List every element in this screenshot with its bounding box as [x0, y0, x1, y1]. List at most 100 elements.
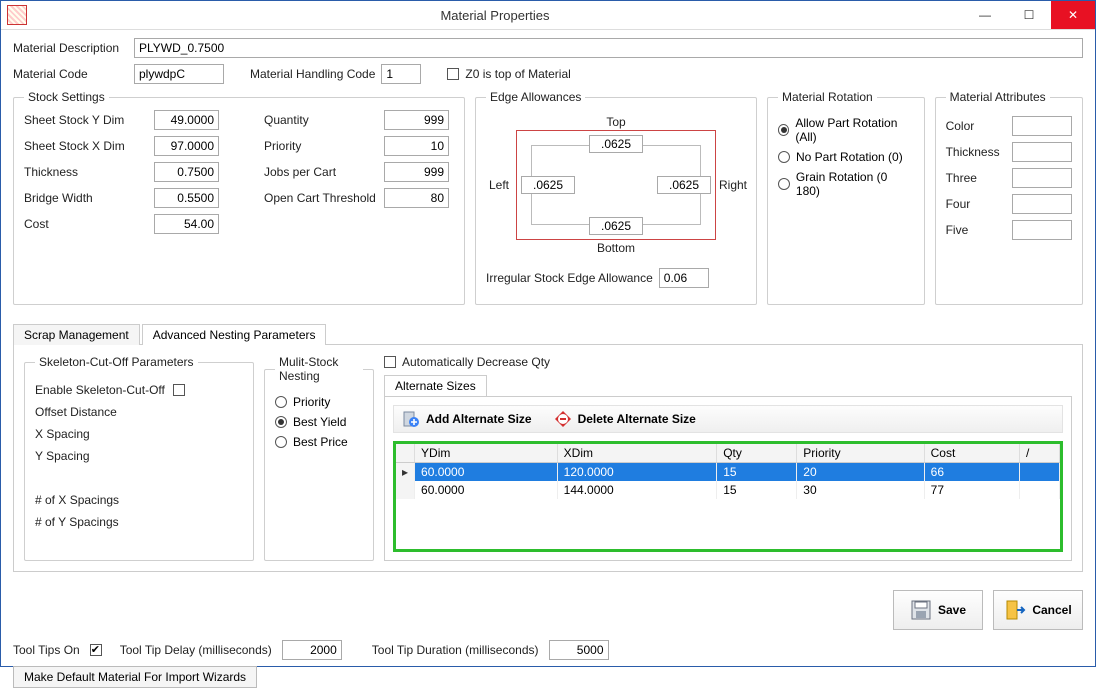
edge-top-label: Top	[606, 115, 625, 129]
delete-icon	[554, 410, 572, 428]
add-icon	[402, 410, 420, 428]
cancel-icon	[1004, 599, 1026, 621]
attr-thickness-input[interactable]	[1012, 142, 1072, 162]
thickness-input[interactable]	[154, 162, 219, 182]
minimize-button[interactable]: —	[963, 1, 1007, 29]
edge-allowances-legend: Edge Allowances	[486, 90, 585, 104]
irregular-allowance-label: Irregular Stock Edge Allowance	[486, 271, 653, 285]
xdim-input[interactable]	[154, 136, 219, 156]
material-attributes-legend: Material Attributes	[946, 90, 1050, 104]
titlebar: Material Properties — ☐ ✕	[1, 1, 1095, 30]
table-row[interactable]: ▸ 60.0000 120.0000 15 20 66	[396, 463, 1060, 482]
offset-distance-label: Offset Distance	[35, 405, 117, 419]
tab-scrap-management[interactable]: Scrap Management	[13, 324, 140, 345]
y-spacing-label: Y Spacing	[35, 449, 90, 463]
stock-settings-legend: Stock Settings	[24, 90, 109, 104]
alternate-sizes-table[interactable]: YDim XDim Qty Priority Cost / ▸ 60.00	[396, 444, 1060, 499]
tool-tip-delay-input[interactable]	[282, 640, 342, 660]
edge-left-label: Left	[489, 178, 509, 192]
radio-icon	[275, 416, 287, 428]
attr-four-input[interactable]	[1012, 194, 1072, 214]
close-button[interactable]: ✕	[1051, 1, 1095, 29]
attr-five-input[interactable]	[1012, 220, 1072, 240]
radio-icon	[275, 436, 287, 448]
attr-color-label: Color	[946, 119, 975, 133]
material-properties-window: Material Properties — ☐ ✕ Material Descr…	[0, 0, 1096, 667]
tool-tip-duration-input[interactable]	[549, 640, 609, 660]
auto-decrease-qty-checkbox[interactable]	[384, 356, 396, 368]
ydim-input[interactable]	[154, 110, 219, 130]
bridge-width-input[interactable]	[154, 188, 219, 208]
alternate-sizes-area: Automatically Decrease Qty Alternate Siz…	[384, 355, 1072, 561]
ydim-label: Sheet Stock Y Dim	[24, 113, 154, 127]
multi-best-price[interactable]: Best Price	[275, 435, 363, 449]
col-cost[interactable]: Cost	[924, 444, 1019, 463]
add-alternate-size-button[interactable]: Add Alternate Size	[426, 412, 532, 426]
attr-thickness-label: Thickness	[946, 145, 1000, 159]
maximize-button[interactable]: ☐	[1007, 1, 1051, 29]
xdim-label: Sheet Stock X Dim	[24, 139, 154, 153]
radio-icon	[778, 151, 790, 163]
cost-label: Cost	[24, 217, 154, 231]
attr-three-input[interactable]	[1012, 168, 1072, 188]
enable-skeleton-checkbox[interactable]	[173, 384, 185, 396]
radio-icon	[275, 396, 287, 408]
skeleton-cutoff-legend: Skeleton-Cut-Off Parameters	[35, 355, 198, 369]
cost-input[interactable]	[154, 214, 219, 234]
rotation-allow-all[interactable]: Allow Part Rotation (All)	[778, 116, 914, 144]
material-code-label: Material Code	[13, 67, 128, 81]
edge-right-input[interactable]	[657, 176, 711, 194]
rotation-none[interactable]: No Part Rotation (0)	[778, 150, 914, 164]
col-xdim[interactable]: XDim	[557, 444, 717, 463]
multi-stock-nesting-group: Mulit-Stock Nesting Priority Best Yield …	[264, 355, 374, 561]
edge-diagram: Top Bottom Left Right	[516, 130, 716, 240]
make-default-material-button[interactable]: Make Default Material For Import Wizards	[13, 666, 257, 688]
material-code-input[interactable]	[134, 64, 224, 84]
delete-alternate-size-button[interactable]: Delete Alternate Size	[578, 412, 696, 426]
edge-bottom-input[interactable]	[589, 217, 643, 235]
save-button[interactable]: Save	[893, 590, 983, 630]
edge-left-input[interactable]	[521, 176, 575, 194]
open-cart-threshold-input[interactable]	[384, 188, 449, 208]
priority-input[interactable]	[384, 136, 449, 156]
tool-tip-duration-label: Tool Tip Duration (milliseconds)	[372, 643, 539, 657]
attr-color-input[interactable]	[1012, 116, 1072, 136]
save-icon	[910, 599, 932, 621]
tab-alternate-sizes[interactable]: Alternate Sizes	[384, 375, 487, 396]
multi-priority[interactable]: Priority	[275, 395, 363, 409]
tab-advanced-nesting[interactable]: Advanced Nesting Parameters	[142, 324, 327, 345]
cancel-button[interactable]: Cancel	[993, 590, 1083, 630]
tool-tips-on-label: Tool Tips On	[13, 643, 80, 657]
z0-label: Z0 is top of Material	[465, 67, 570, 81]
radio-icon	[778, 178, 790, 190]
irregular-allowance-input[interactable]	[659, 268, 709, 288]
app-icon	[7, 5, 27, 25]
jobs-per-cart-input[interactable]	[384, 162, 449, 182]
edge-bottom-label: Bottom	[597, 241, 635, 255]
window-title: Material Properties	[27, 8, 963, 23]
z0-checkbox[interactable]	[447, 68, 459, 80]
open-cart-threshold-label: Open Cart Threshold	[264, 191, 384, 205]
num-x-spacings-label: # of X Spacings	[35, 493, 119, 507]
enable-skeleton-label: Enable Skeleton-Cut-Off	[35, 383, 165, 397]
material-description-input[interactable]	[134, 38, 1083, 58]
col-priority[interactable]: Priority	[797, 444, 924, 463]
jobs-per-cart-label: Jobs per Cart	[264, 165, 384, 179]
tool-tips-on-checkbox[interactable]	[90, 644, 102, 656]
col-ydim[interactable]: YDim	[415, 444, 558, 463]
attr-five-label: Five	[946, 223, 969, 237]
attr-four-label: Four	[946, 197, 971, 211]
material-rotation-group: Material Rotation Allow Part Rotation (A…	[767, 90, 925, 305]
rotation-grain[interactable]: Grain Rotation (0 180)	[778, 170, 914, 198]
qty-input[interactable]	[384, 110, 449, 130]
table-row[interactable]: 60.0000 144.0000 15 30 77	[396, 481, 1060, 499]
multi-best-yield[interactable]: Best Yield	[275, 415, 363, 429]
edge-right-label: Right	[719, 178, 747, 192]
tool-tip-delay-label: Tool Tip Delay (milliseconds)	[120, 643, 272, 657]
edge-top-input[interactable]	[589, 135, 643, 153]
material-rotation-legend: Material Rotation	[778, 90, 877, 104]
col-qty[interactable]: Qty	[717, 444, 797, 463]
bridge-width-label: Bridge Width	[24, 191, 154, 205]
skeleton-cutoff-group: Skeleton-Cut-Off Parameters Enable Skele…	[24, 355, 254, 561]
handling-code-input[interactable]	[381, 64, 421, 84]
